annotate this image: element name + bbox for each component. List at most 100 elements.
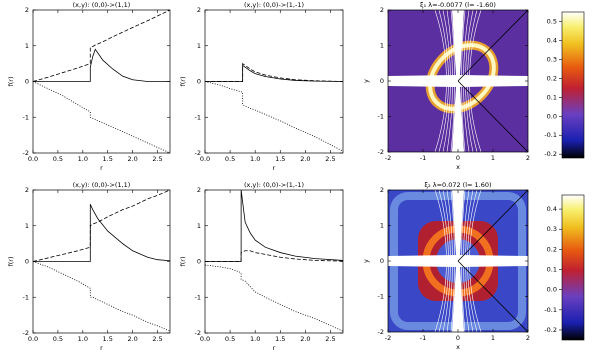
series-line	[33, 48, 170, 82]
colorbar	[561, 194, 585, 341]
x-tick-label: 0	[456, 154, 460, 162]
colorbar-tick-label: -0.2	[544, 150, 557, 158]
x-tick-label: 2.0	[127, 155, 137, 163]
y-tick-label: -2	[378, 328, 384, 336]
colorbar-tick-label: 0.1	[547, 266, 557, 274]
contour	[438, 10, 478, 152]
y-tick-label: 2	[197, 186, 201, 194]
y-tick-label: -1	[195, 293, 201, 301]
x-tick-label: 2.5	[325, 155, 335, 163]
colorbar-tick-label: -0.2	[544, 326, 557, 334]
x-tick-label: 2.5	[152, 155, 162, 163]
panel-title: (x,y): (0,0)->(1,-1)	[244, 181, 304, 189]
contour	[434, 10, 482, 152]
y-tick-label: -2	[195, 329, 201, 337]
colorbar	[561, 11, 585, 159]
x-tick-label: 2.5	[152, 335, 162, 343]
panel-title: ξ₁ λ=-0.0077 (l= -1.60)	[420, 1, 496, 9]
y-tick-label: -2	[195, 149, 201, 157]
colorbar-tick-label: -0.1	[544, 306, 557, 314]
x-tick-label: 0.0	[28, 335, 38, 343]
diagonal	[457, 80, 528, 152]
y-tick-label: 2	[25, 186, 29, 194]
x-tick-label: 0.5	[225, 335, 235, 343]
plot-frame	[32, 9, 171, 154]
contour	[450, 190, 466, 332]
plot-frame	[204, 9, 344, 154]
series-line	[205, 189, 344, 262]
contour	[446, 10, 470, 152]
y-tick-label: 2	[25, 6, 29, 14]
x-tick-label: -2	[385, 154, 391, 162]
series-line	[205, 62, 344, 82]
y-tick-label: -1	[23, 113, 29, 121]
y-axis-label: f(r)	[7, 76, 15, 86]
contour	[438, 190, 478, 332]
x-axis-label: x	[456, 163, 460, 171]
y-tick-label: 0	[380, 77, 384, 85]
x-tick-label: 0	[456, 334, 460, 342]
series-line	[33, 204, 171, 262]
panel-title: (x,y): (0,0)->(1,-1)	[244, 1, 304, 9]
colorbar-tick-label: 0.0	[547, 112, 557, 120]
series-line	[205, 64, 344, 82]
panel-title: (x,y): (0,0)->(1,1)	[73, 1, 131, 9]
y-axis-label: f(r)	[179, 256, 187, 266]
image-area	[388, 10, 528, 152]
y-tick-label: 1	[380, 222, 384, 230]
y-tick-label: -1	[378, 113, 384, 121]
x-tick-label: 0.5	[53, 155, 63, 163]
colorbar-tick-label: 0.5	[547, 17, 557, 25]
colorbar-tick-label: 0.0	[547, 286, 557, 294]
panel-title: (x,y): (0,0)->(1,1)	[73, 181, 131, 189]
x-tick-label: 1	[491, 154, 495, 162]
y-axis-label: f(r)	[179, 76, 187, 86]
series-line	[32, 9, 171, 82]
x-tick-label: 2.0	[300, 335, 310, 343]
image-area	[388, 190, 528, 332]
diagonal	[457, 10, 528, 82]
x-axis-label: r	[273, 344, 276, 352]
series-line	[204, 264, 344, 332]
x-tick-label: 1.5	[275, 335, 285, 343]
x-tick-label: 2.0	[300, 155, 310, 163]
x-tick-label: 1.5	[103, 335, 113, 343]
colorbar-tick-label: 0.1	[547, 93, 557, 101]
x-axis-label: r	[273, 164, 276, 172]
y-tick-label: 0	[25, 78, 29, 86]
y-axis-label: y	[362, 79, 370, 83]
diagonal	[457, 190, 528, 262]
x-tick-label: 0.0	[200, 335, 210, 343]
x-tick-label: 2	[526, 154, 530, 162]
y-axis-label: f(r)	[7, 256, 15, 266]
plot-frame	[32, 189, 171, 334]
image	[388, 10, 528, 152]
y-tick-label: -1	[195, 113, 201, 121]
colorbar-tick-label: 0.4	[547, 205, 557, 213]
x-tick-label: 0.5	[53, 335, 63, 343]
x-tick-label: -2	[385, 334, 391, 342]
series-line	[204, 81, 344, 152]
y-tick-label: 0	[380, 257, 384, 265]
y-tick-label: 2	[380, 186, 384, 194]
series-line	[32, 81, 171, 154]
x-axis-label: r	[100, 164, 103, 172]
y-tick-label: 1	[25, 42, 29, 50]
y-tick-label: 0	[197, 78, 201, 86]
colorbar-tick-label: 0.3	[547, 55, 557, 63]
diagonal	[457, 260, 528, 332]
colorbar-tick-label: 0.3	[547, 225, 557, 233]
image	[388, 190, 528, 332]
y-axis-label: y	[362, 259, 370, 263]
x-tick-label: 1.0	[250, 155, 260, 163]
colorbar-tick-label: 0.4	[547, 36, 557, 44]
x-tick-label: 1.0	[78, 335, 88, 343]
colorbar-tick-label: 0.2	[547, 74, 557, 82]
x-tick-label: 2	[526, 334, 530, 342]
x-tick-label: 1.5	[275, 155, 285, 163]
y-tick-label: 1	[25, 222, 29, 230]
x-tick-label: 1.0	[78, 155, 88, 163]
contour	[450, 10, 466, 152]
